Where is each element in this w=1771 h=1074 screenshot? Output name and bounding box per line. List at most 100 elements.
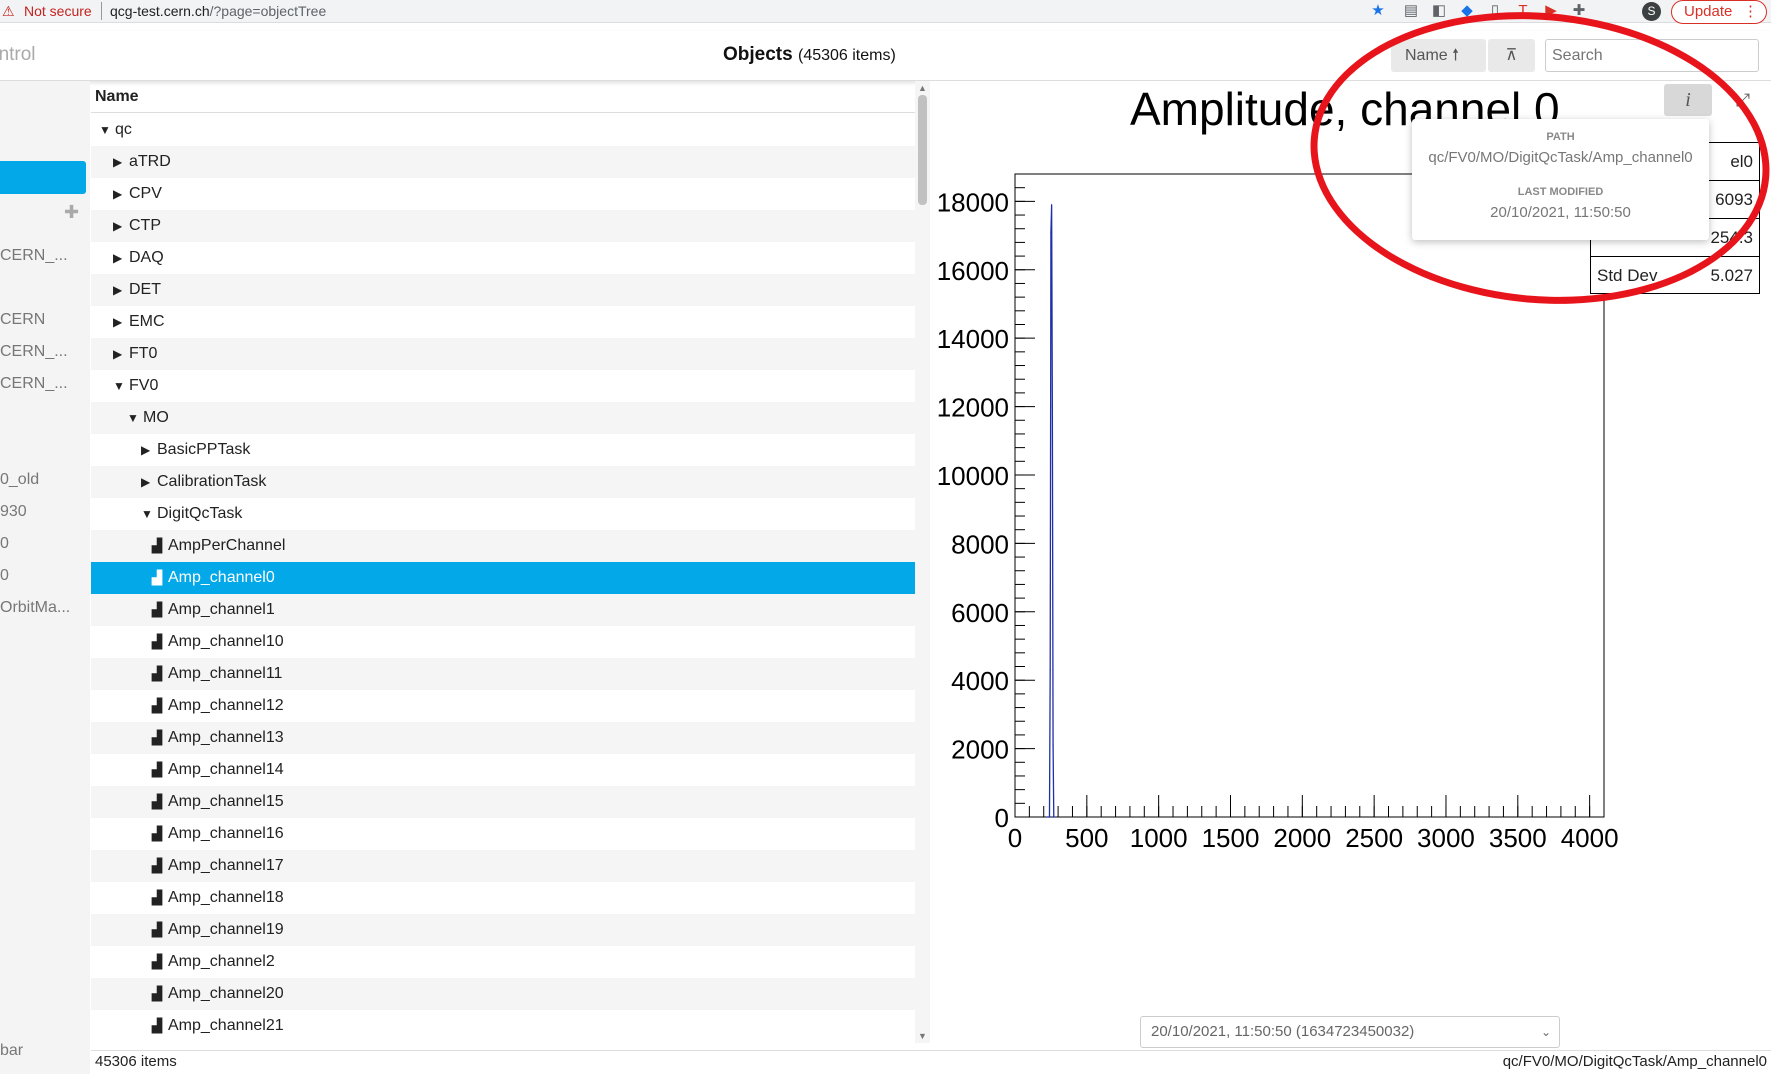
tree-leaf-row[interactable]: ▟ Amp_channel17 [91,850,915,882]
sidebar-item[interactable]: CERN_... [0,343,68,360]
extension-icon[interactable]: ▶ [1545,2,1557,19]
tree-node-row[interactable]: ▶ CTP [91,210,915,242]
sidebar-item[interactable]: CERN_... [0,375,68,392]
histogram-point [1049,669,1051,671]
sidebar-item[interactable]: OrbitMa... [0,599,71,616]
tree-node-row[interactable]: ▼ qc [91,114,915,146]
tree-node-row[interactable]: ▶ FT0 [91,338,915,370]
extension-icon[interactable]: ▤ [1403,2,1419,19]
plot-frame [1014,173,1605,818]
sidebar-item[interactable]: 930 [0,503,27,520]
plus-icon[interactable]: ✚ [64,202,80,222]
tree-leaf-row[interactable]: ▟ Amp_channel20 [91,978,915,1010]
tree-leaf-row[interactable]: ▟ Amp_channel14 [91,754,915,786]
tree-node-row[interactable]: ▶ CPV [91,178,915,210]
tree-leaf-row[interactable]: ▟ Amp_channel19 [91,914,915,946]
caret-right-icon[interactable]: ▶ [113,347,123,361]
puzzle-icon[interactable]: ✚ [1572,2,1586,19]
search-input[interactable] [1545,39,1759,72]
caret-right-icon[interactable]: ▶ [113,251,123,265]
stats-row: 254.3 [1591,219,1759,257]
collapse-all-button[interactable]: ⊼ [1488,39,1535,72]
histogram-line [1046,204,1056,818]
tree-leaf-row[interactable]: ▟ AmpPerChannel [91,530,915,562]
tree-row-label: aTRD [129,153,171,170]
profile-avatar[interactable]: S [1642,2,1661,21]
x-tick-label: 1500 [1202,823,1260,853]
caret-down-icon[interactable]: ▼ [141,507,153,521]
caret-down-icon[interactable]: ▼ [127,411,139,425]
tree-node-row[interactable]: ▶ aTRD [91,146,915,178]
sidebar-item-active[interactable] [0,161,86,194]
version-select[interactable]: 20/10/2021, 11:50:50 (1634723450032) ⌄ [1140,1016,1560,1048]
tree-node-row[interactable]: ▼ DigitQcTask [91,498,915,530]
sidebar-footer[interactable]: bar [0,1042,24,1059]
tree-node-row[interactable]: ▶ EMC [91,306,915,338]
tree-row-label: FT0 [129,345,158,362]
caret-right-icon[interactable]: ▶ [113,219,123,233]
bookmark-star-icon[interactable]: ★ [1371,2,1385,19]
caret-right-icon[interactable]: ▶ [113,155,123,169]
tree-leaf-row[interactable]: ▟ Amp_channel18 [91,882,915,914]
caret-right-icon[interactable]: ▶ [113,283,123,297]
caret-right-icon[interactable]: ▶ [141,475,151,489]
histogram-icon: ▟ [152,1018,162,1033]
tree-row-label: EMC [129,313,165,330]
tree-leaf-row[interactable]: ▟ Amp_channel21 [91,1010,915,1042]
tree-leaf-row[interactable]: ▟ Amp_channel15 [91,786,915,818]
tree-node-row[interactable]: ▶ CalibrationTask [91,466,915,498]
tree-leaf-row[interactable]: ▟ Amp_channel10 [91,626,915,658]
arrow-up-icon: 🠕 [1452,47,1460,64]
scroll-down-icon[interactable]: ▼ [918,1031,927,1041]
sidebar-item[interactable]: CERN_... [0,247,68,264]
tree-node-row[interactable]: ▼ FV0 [91,370,915,402]
sidebar-item[interactable]: 0 [0,535,9,552]
sort-button[interactable]: Name 🠕 [1391,39,1486,72]
tree-node-row[interactable]: ▼ MO [91,402,915,434]
scrollbar-thumb[interactable] [918,95,927,205]
tree-leaf-row[interactable]: ▟ Amp_channel12 [91,690,915,722]
x-tick-label: 500 [1065,823,1108,853]
x-tick-label: 2000 [1273,823,1331,853]
expand-button[interactable]: ⤢ [1719,84,1767,116]
caret-right-icon[interactable]: ▶ [141,443,151,457]
tree-row-label: CTP [129,217,161,234]
tree-node-row[interactable]: ▶ DET [91,274,915,306]
address-bar[interactable]: qcg-test.cern.ch/?page=objectTree [110,3,326,19]
caret-right-icon[interactable]: ▶ [113,315,123,329]
histogram-icon: ▟ [152,890,162,905]
sidebar-item[interactable]: CERN [0,311,46,328]
tree-leaf-row[interactable]: ▟ Amp_channel11 [91,658,915,690]
tree-leaf-row[interactable]: ▟ Amp_channel1 [91,594,915,626]
tree-leaf-row[interactable]: ▟ Amp_channel13 [91,722,915,754]
extension-icon[interactable]: T [1518,2,1528,19]
tree-row-label: Amp_channel21 [168,1017,284,1034]
histogram-icon: ▟ [152,634,162,649]
extension-icon[interactable]: ▯ [1490,2,1500,19]
caret-right-icon[interactable]: ▶ [113,187,123,201]
extension-icon[interactable]: ◆ [1461,2,1473,19]
stats-label: Std Dev [1597,266,1658,285]
column-header-name[interactable]: Name [91,81,915,113]
tree-leaf-row[interactable]: ▟ Amp_channel0 [91,562,915,594]
update-button[interactable]: Update ⋮ [1671,0,1767,24]
caret-down-icon[interactable]: ▼ [99,123,111,137]
extension-icon[interactable]: ◧ [1431,2,1447,19]
tree-leaf-row[interactable]: ▟ Amp_channel2 [91,946,915,978]
scroll-up-icon[interactable]: ▲ [918,83,927,93]
sidebar-item[interactable]: 0_old [0,471,40,488]
y-tick-label: 16000 [937,256,1009,286]
url-path: /?page=objectTree [209,3,327,19]
info-button[interactable]: i [1664,84,1712,116]
stats-row: Std Dev 5.027 [1591,257,1759,295]
x-tick-label: 3000 [1417,823,1475,853]
tree-node-row[interactable]: ▶ DAQ [91,242,915,274]
sidebar-item[interactable]: 0 [0,567,9,584]
tree-row-label: BasicPPTask [157,441,251,458]
tree-row-label: qc [115,121,132,138]
security-label[interactable]: Not secure [24,3,92,19]
tree-node-row[interactable]: ▶ BasicPPTask [91,434,915,466]
tree-leaf-row[interactable]: ▟ Amp_channel16 [91,818,915,850]
caret-down-icon[interactable]: ▼ [113,379,125,393]
tree-scrollbar[interactable]: ▲ ▼ [915,81,930,1043]
